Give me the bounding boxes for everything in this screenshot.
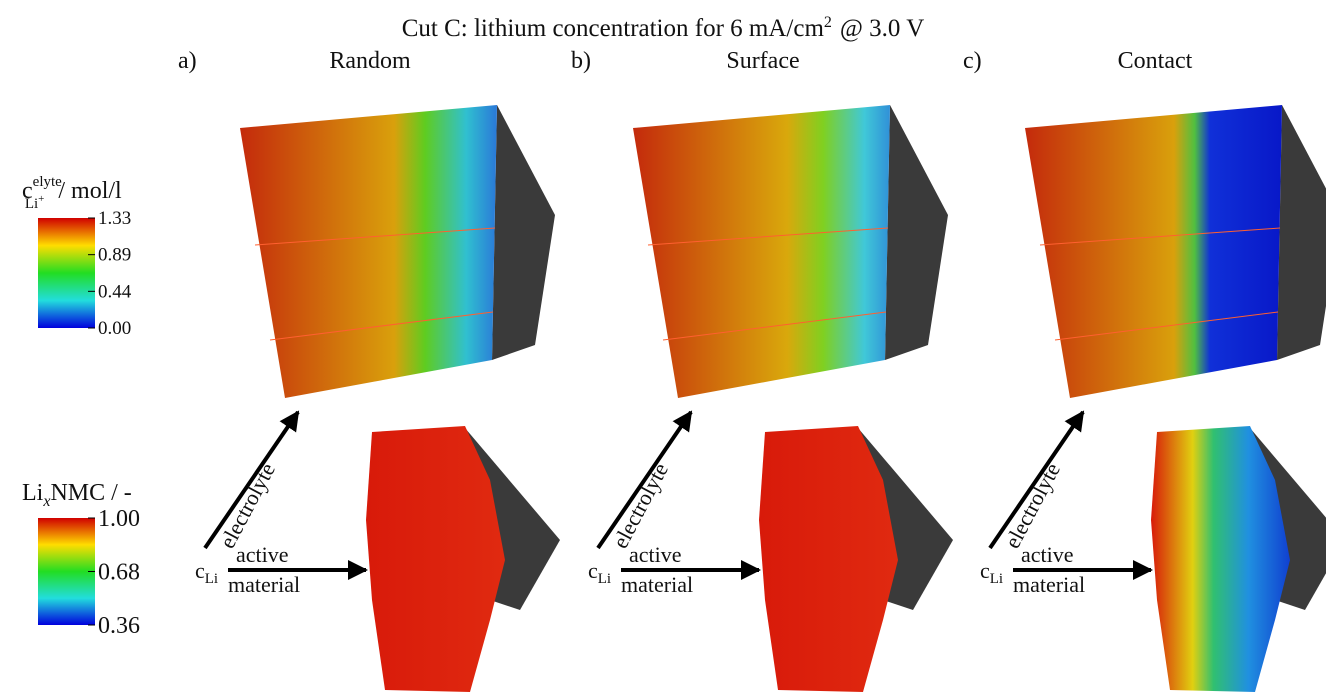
cube-side xyxy=(1277,105,1326,360)
panel-letter: b) xyxy=(571,48,591,74)
origin-label: cLi xyxy=(195,558,218,587)
figure: Cut C: lithium concentration for 6 mA/cm… xyxy=(0,0,1326,696)
colorbar-tick-label: 0.68 xyxy=(98,560,140,586)
arrow-label: active xyxy=(629,542,682,567)
arrow-label: electrolyte xyxy=(607,459,673,553)
panel-letter: a) xyxy=(178,48,197,74)
panel-name: Random xyxy=(329,48,411,74)
electrolyte-face xyxy=(633,105,890,398)
arrow-label: material xyxy=(1013,572,1085,597)
panel-name: Contact xyxy=(1118,48,1193,74)
arrow-label: active xyxy=(236,542,289,567)
title: Cut C: lithium concentration for 6 mA/cm… xyxy=(402,14,925,42)
arrow-label: material xyxy=(228,572,300,597)
panel-name: Surface xyxy=(726,48,799,74)
colorbar-tick-label: 1.00 xyxy=(98,506,140,532)
colorbar-tick-label: 0.00 xyxy=(98,318,131,339)
colorbar-tick-label: 0.89 xyxy=(98,245,131,266)
colorbar-active xyxy=(38,518,95,625)
arrow-label: electrolyte xyxy=(214,459,280,553)
colorbar-tick-label: 0.44 xyxy=(98,281,132,302)
electrolyte-face xyxy=(1025,105,1282,398)
origin-label: cLi xyxy=(980,558,1003,587)
cube-side xyxy=(885,105,948,360)
arrow-label: electrolyte xyxy=(999,459,1065,553)
arrow-label: active xyxy=(1021,542,1074,567)
electrolyte-face xyxy=(240,105,497,398)
panel-letter: c) xyxy=(963,48,982,74)
colorbar-tick-label: 0.36 xyxy=(98,613,140,639)
arrow-label: material xyxy=(621,572,693,597)
cube-side xyxy=(492,105,555,360)
colorbar-electrolyte xyxy=(38,218,95,328)
origin-label: cLi xyxy=(588,558,611,587)
colorbar-tick-label: 1.33 xyxy=(98,208,131,229)
